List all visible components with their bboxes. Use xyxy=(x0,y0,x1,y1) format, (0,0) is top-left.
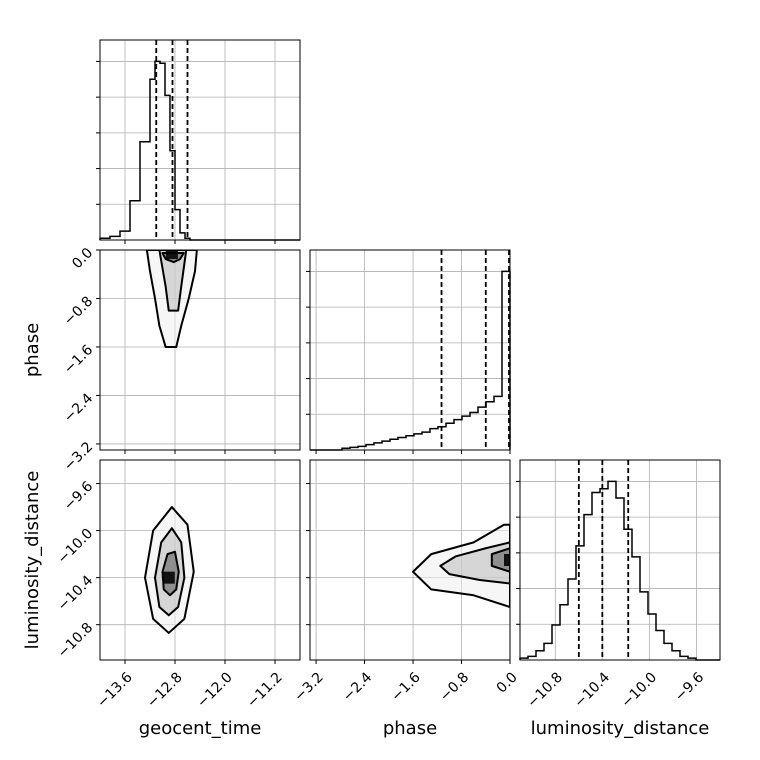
xtick-label-luminosity_distance-2: −10.0 xyxy=(619,669,661,711)
frame-geocent_time__luminosity_distance xyxy=(99,459,301,661)
yaxis-label-luminosity_distance: luminosity_distance xyxy=(22,471,43,650)
hist-step-phase xyxy=(310,270,511,451)
xtick-label-phase-1: −2.4 xyxy=(340,669,375,704)
frame-phase__luminosity_distance xyxy=(309,459,511,661)
density-peak-geocent_time__phase xyxy=(165,250,178,260)
xtick-label-geocent_time-2: −12.0 xyxy=(194,669,236,711)
ytick-label-luminosity_distance-0: −10.8 xyxy=(55,620,97,662)
contour-level-geocent_time__phase-0 xyxy=(145,250,198,348)
contour-level-geocent_time__luminosity_distance-0 xyxy=(144,506,195,634)
panel-phase__luminosity_distance xyxy=(306,459,511,664)
density-peak-geocent_time__luminosity_distance xyxy=(162,571,175,584)
yaxis-label-phase: phase xyxy=(22,323,43,377)
panel-geocent_time__luminosity_distance xyxy=(96,459,301,664)
xtick-label-phase-4: 0.0 xyxy=(494,669,521,696)
contour-level-geocent_time__luminosity_distance-2 xyxy=(161,550,180,597)
xtick-label-phase-3: −0.8 xyxy=(437,669,472,704)
contour-level-phase__luminosity_distance-1 xyxy=(439,541,510,585)
hist-panel-phase xyxy=(306,249,511,454)
density-peak-phase__luminosity_distance xyxy=(504,554,510,566)
ytick-label-phase-1: −2.4 xyxy=(61,390,96,425)
panel-content-phase__luminosity_distance xyxy=(412,523,510,609)
xtick-label-geocent_time-3: −11.2 xyxy=(244,669,286,711)
xaxis-label-phase: phase xyxy=(383,718,437,739)
frame-geocent_time__phase xyxy=(99,249,301,451)
xtick-label-phase-0: −3.2 xyxy=(291,669,326,704)
ytick-label-phase-2: −1.6 xyxy=(61,342,96,377)
xaxis-label-luminosity_distance: luminosity_distance xyxy=(531,718,710,739)
xtick-label-geocent_time-1: −12.8 xyxy=(144,669,186,711)
ytick-label-luminosity_distance-2: −10.0 xyxy=(55,526,97,568)
density-fill-phase__luminosity_distance-1 xyxy=(440,542,510,584)
contour-level-geocent_time__phase-1 xyxy=(158,250,188,312)
ytick-label-luminosity_distance-3: −9.6 xyxy=(61,478,96,513)
ytick-label-luminosity_distance-1: −10.4 xyxy=(55,573,97,615)
panel-content-geocent_time__phase xyxy=(145,250,198,348)
hist-frame-geocent_time xyxy=(99,39,301,241)
hist-frame-phase xyxy=(309,249,511,451)
xaxis-label-geocent_time: geocent_time xyxy=(139,718,262,739)
hist-panel-geocent_time xyxy=(96,39,301,244)
hist-step-geocent_time xyxy=(99,60,300,241)
xtick-label-geocent_time-0: −13.6 xyxy=(94,669,136,711)
contour-level-geocent_time__luminosity_distance-1 xyxy=(154,527,186,617)
ytick-label-phase-0: −3.2 xyxy=(61,439,96,474)
ytick-label-phase-4: 0.0 xyxy=(69,245,96,272)
xtick-label-phase-2: −1.6 xyxy=(388,669,423,704)
panel-geocent_time__phase xyxy=(96,249,301,454)
hist-panel-luminosity_distance xyxy=(516,459,721,661)
xtick-label-luminosity_distance-1: −10.4 xyxy=(571,669,613,711)
ytick-label-phase-3: −0.8 xyxy=(61,293,96,328)
panel-content-geocent_time__luminosity_distance xyxy=(144,506,195,634)
contour-level-geocent_time__phase-2 xyxy=(161,252,185,264)
xtick-label-luminosity_distance-0: −10.8 xyxy=(524,669,566,711)
xtick-label-luminosity_distance-3: −9.6 xyxy=(672,669,707,704)
contour-level-phase__luminosity_distance-0 xyxy=(412,523,510,609)
hist-step-luminosity_distance xyxy=(519,480,720,661)
hist-frame-luminosity_distance xyxy=(519,459,721,661)
contour-level-phase__luminosity_distance-2 xyxy=(490,547,510,573)
